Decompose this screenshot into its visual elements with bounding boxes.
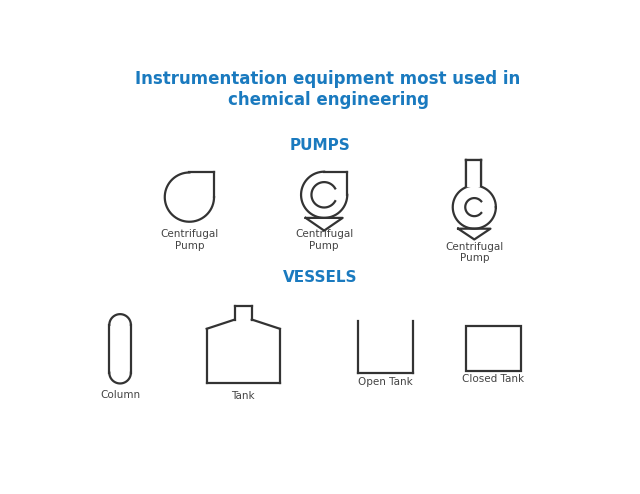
Text: Column: Column (100, 390, 140, 400)
Text: Open Tank: Open Tank (358, 376, 413, 386)
Text: Tank: Tank (232, 391, 255, 401)
Text: Closed Tank: Closed Tank (463, 374, 525, 384)
Text: VESSELS: VESSELS (283, 270, 358, 286)
Text: Centrifugal
Pump: Centrifugal Pump (295, 229, 353, 251)
Text: Centrifugal
Pump: Centrifugal Pump (445, 242, 504, 263)
Text: Centrifugal
Pump: Centrifugal Pump (160, 229, 218, 251)
Text: PUMPS: PUMPS (290, 138, 351, 153)
Text: Instrumentation equipment most used in
chemical engineering: Instrumentation equipment most used in c… (136, 70, 520, 109)
Bar (466, 327, 521, 371)
